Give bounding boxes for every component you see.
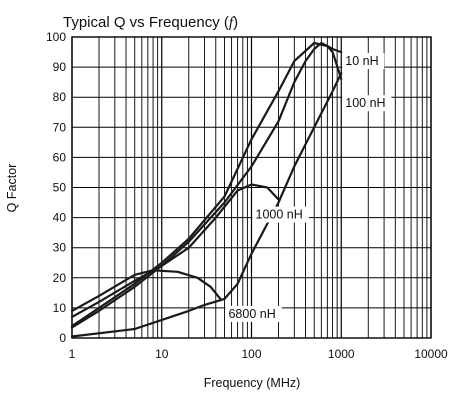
curve-label-100-nh: 100 nH bbox=[345, 96, 385, 110]
chart-title-close: ) bbox=[233, 14, 238, 31]
series-1000-nh-line bbox=[70, 183, 280, 318]
curve-label-6800-nh-bg bbox=[225, 305, 282, 322]
tick-labels: 1 10 100 1000 10000 0 10 20 30 40 50 60 70 80 90 100 bbox=[46, 30, 448, 361]
series-layer bbox=[70, 41, 343, 338]
series-5-line bbox=[70, 72, 343, 338]
series-100-nh-line bbox=[70, 41, 343, 329]
y-tick-label: 20 bbox=[53, 271, 67, 285]
series-6800-nh-line bbox=[70, 269, 222, 312]
curve-labels: 10 nH 100 nH 1000 nH 6800 nH bbox=[225, 53, 392, 322]
x-tick-label: 10 bbox=[155, 347, 169, 361]
curve-label-100-nh-bg bbox=[342, 95, 392, 112]
y-tick-label: 80 bbox=[53, 90, 67, 104]
y-tick-label: 30 bbox=[53, 241, 67, 255]
curve-label-6800-nh: 6800 nH bbox=[228, 307, 275, 321]
y-tick-label: 10 bbox=[53, 301, 67, 315]
y-axis-label: Q Factor bbox=[5, 164, 19, 213]
curve-label-1000-nh-bg bbox=[252, 206, 309, 223]
y-tick-label: 90 bbox=[53, 60, 67, 74]
y-tick-label: 60 bbox=[53, 150, 67, 164]
chart-title: Typical Q vs Frequency (f) bbox=[63, 14, 238, 31]
x-tick-label: 1000 bbox=[328, 347, 355, 361]
x-tick-label: 100 bbox=[241, 347, 261, 361]
curve-label-10-nh: 10 nH bbox=[345, 54, 378, 68]
y-tick-label: 50 bbox=[53, 181, 67, 195]
x-axis-label: Frequency (MHz) bbox=[204, 376, 301, 390]
y-tick-label: 40 bbox=[53, 211, 67, 225]
plot-frame bbox=[71, 36, 432, 339]
curve-label-1000-nh: 1000 nH bbox=[256, 208, 303, 222]
chart-title-text: Typical Q vs Frequency ( bbox=[63, 14, 229, 31]
x-tick-label: 1 bbox=[69, 347, 76, 361]
x-tick-label: 10000 bbox=[414, 347, 448, 361]
y-tick-label: 70 bbox=[53, 120, 67, 134]
y-tick-label: 0 bbox=[59, 331, 66, 345]
curve-label-10-nh-bg bbox=[342, 53, 385, 70]
y-tick-label: 100 bbox=[46, 30, 66, 44]
chart-title-symbol: f bbox=[229, 15, 235, 31]
